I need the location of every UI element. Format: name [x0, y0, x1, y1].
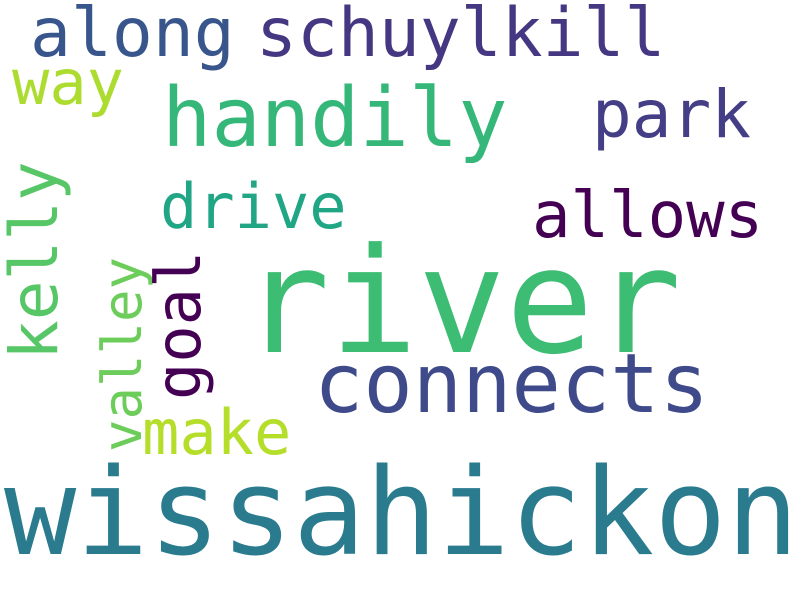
- word-goal: goal: [142, 250, 215, 400]
- word-along: along: [30, 0, 235, 73]
- word-connects: connects: [314, 337, 709, 432]
- word-kelly: kelly: [0, 161, 73, 360]
- word-make: make: [142, 396, 292, 469]
- word-handily: handily: [162, 71, 508, 166]
- word-river: river: [242, 217, 682, 387]
- word-wissahickon: wissahickon: [4, 444, 799, 583]
- word-allows: allows: [532, 179, 764, 253]
- word-way: way: [12, 46, 124, 119]
- word-drive: drive: [160, 170, 347, 243]
- word-park: park: [592, 76, 751, 153]
- word-schuylkill: schuylkill: [256, 0, 666, 73]
